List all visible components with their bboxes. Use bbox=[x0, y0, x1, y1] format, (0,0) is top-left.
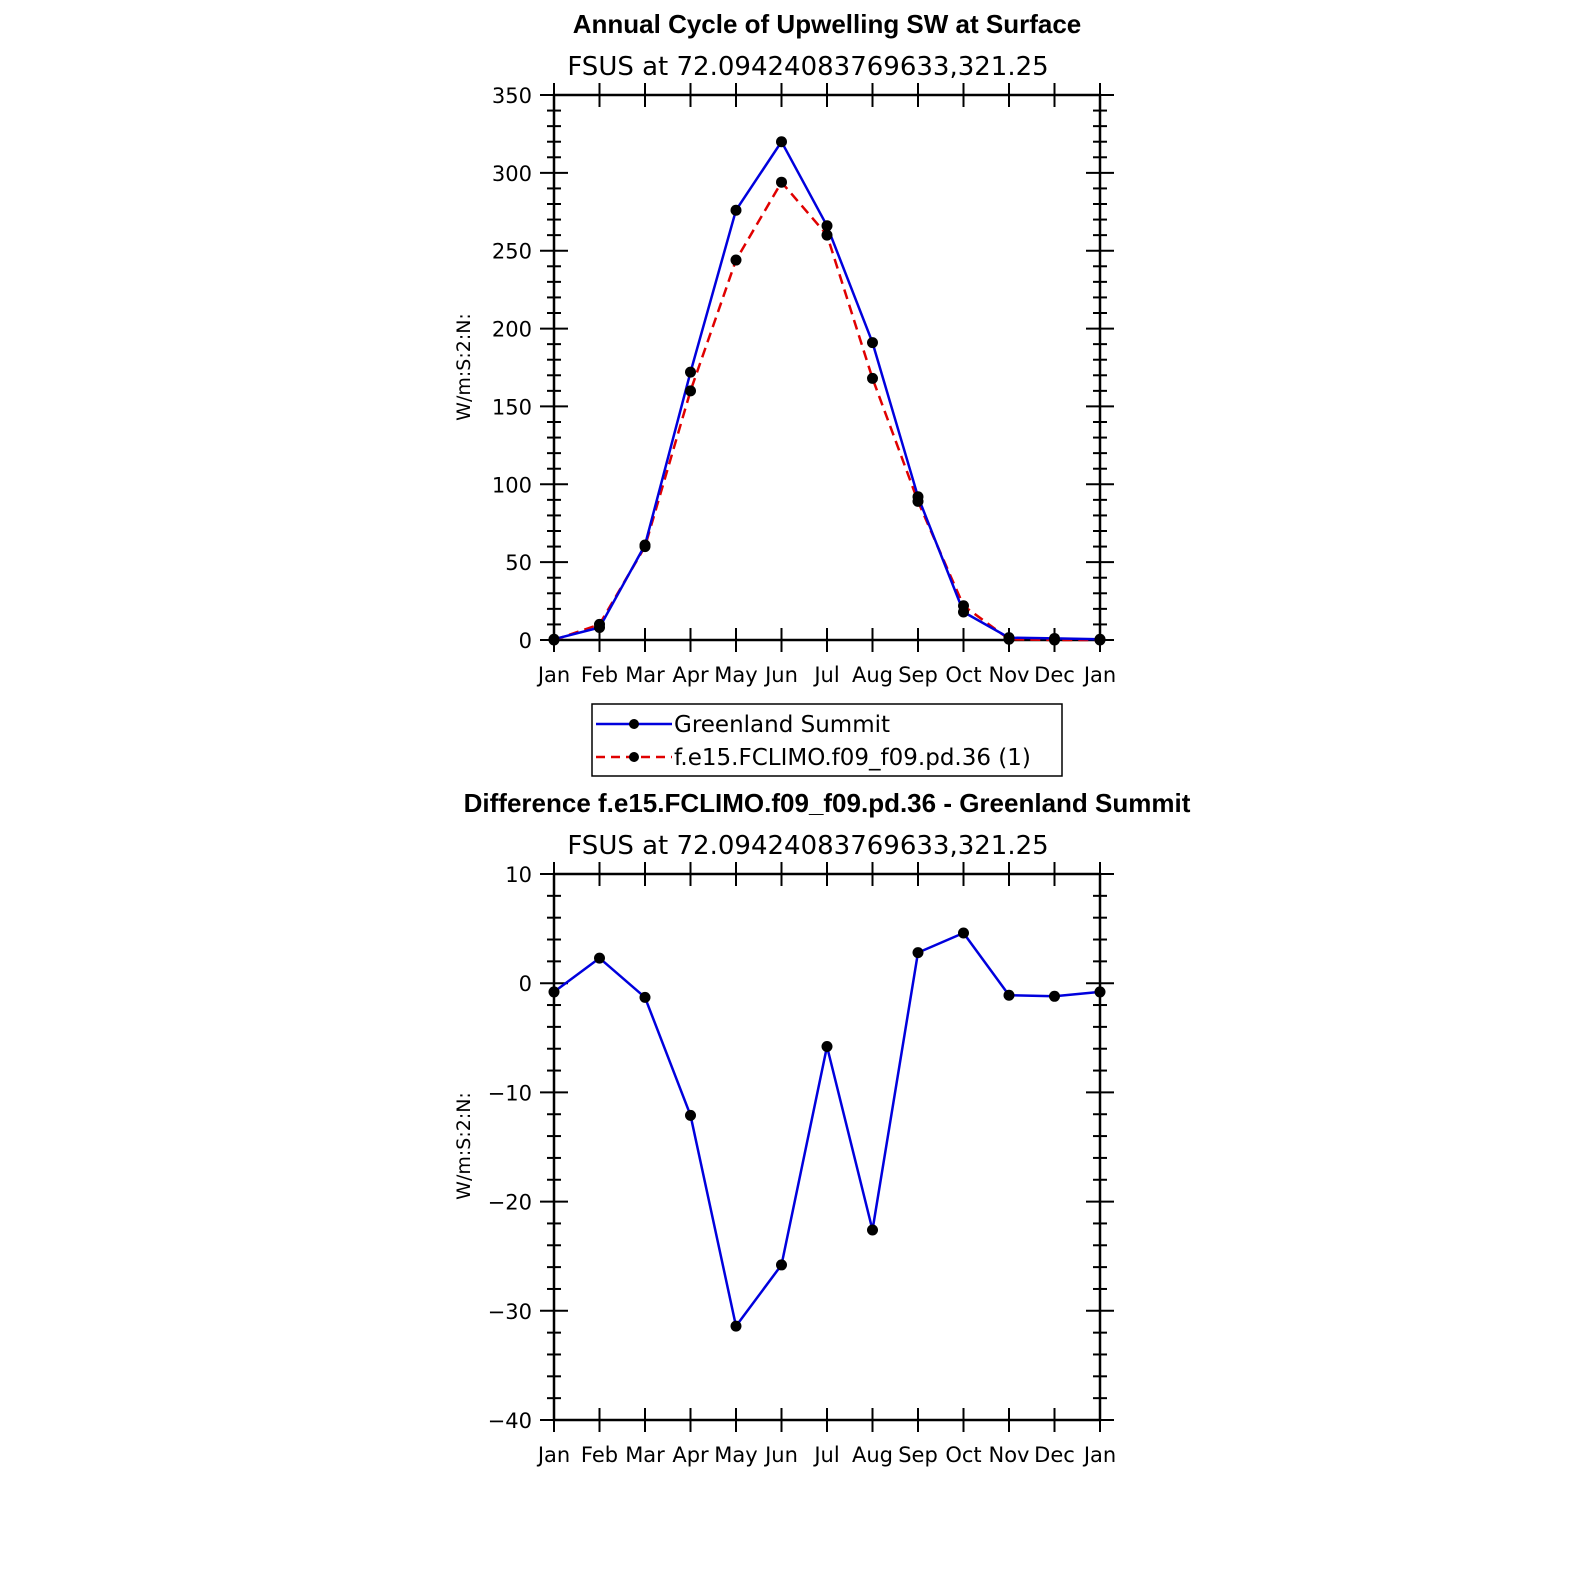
x-tick-label: Jun bbox=[763, 663, 798, 687]
y-tick-label: −40 bbox=[488, 1409, 532, 1433]
top-panel: Annual Cycle of Upwelling SW at Surface … bbox=[453, 9, 1116, 777]
top-chart-title: Annual Cycle of Upwelling SW at Surface bbox=[573, 9, 1082, 39]
series-0-point bbox=[685, 366, 696, 378]
x-tick-label: May bbox=[714, 663, 757, 687]
plot-frame bbox=[552, 872, 1102, 1422]
series-0-point bbox=[548, 633, 560, 645]
series-0-point bbox=[1094, 633, 1106, 645]
x-tick-label: Aug bbox=[852, 1443, 893, 1467]
series-0-point bbox=[1094, 986, 1106, 998]
y-tick-label: −30 bbox=[488, 1300, 532, 1324]
series-0-point bbox=[1049, 632, 1060, 644]
y-tick-label: 150 bbox=[492, 395, 532, 419]
x-tick-label: Apr bbox=[672, 663, 709, 687]
series-1-point bbox=[821, 229, 833, 241]
bottom-chart-subtitle: FSUS at 72.09424083769633,321.25 bbox=[567, 831, 1048, 861]
x-tick-label: Jun bbox=[763, 1443, 798, 1467]
y-tick-label: 0 bbox=[519, 972, 532, 996]
series-1-point bbox=[730, 254, 742, 266]
series-0-point bbox=[821, 220, 833, 232]
legend-label-model: f.e15.FCLIMO.f09_f09.pd.36 (1) bbox=[674, 745, 1031, 771]
series-0-point bbox=[730, 1320, 742, 1332]
series-0-point bbox=[867, 1224, 878, 1236]
series-1-point bbox=[867, 372, 878, 384]
bottom-panel: Difference f.e15.FCLIMO.f09_f09.pd.36 - … bbox=[453, 788, 1191, 1467]
top-legend: Greenland Summit f.e15.FCLIMO.f09_f09.pd… bbox=[591, 703, 1063, 777]
series-0-point bbox=[639, 991, 651, 1003]
y-tick-label: 350 bbox=[492, 84, 532, 108]
y-tick-label: 250 bbox=[492, 240, 532, 264]
x-tick-label: Sep bbox=[898, 1443, 938, 1467]
x-tick-label: Nov bbox=[989, 663, 1030, 687]
series-0-point bbox=[594, 952, 605, 964]
x-tick-label: Jul bbox=[812, 663, 839, 687]
x-tick-label: Apr bbox=[672, 1443, 709, 1467]
x-tick-label: Mar bbox=[625, 663, 665, 687]
x-tick-label: Sep bbox=[898, 663, 938, 687]
y-tick-label: −20 bbox=[488, 1191, 532, 1215]
series-1-point bbox=[776, 176, 787, 188]
y-tick-label: 0 bbox=[519, 629, 532, 653]
top-plot-area: 0 50 100 150 200 250 300 350 Jan Feb Mar Apr May Jun J… bbox=[492, 83, 1116, 687]
legend-box bbox=[591, 703, 1063, 777]
x-tick-label: Aug bbox=[852, 663, 893, 687]
x-tick-label: Oct bbox=[945, 663, 981, 687]
x-tick-label: Dec bbox=[1034, 663, 1075, 687]
series-0-point bbox=[867, 337, 878, 349]
series-0-point bbox=[730, 204, 742, 216]
bottom-chart-title: Difference f.e15.FCLIMO.f09_f09.pd.36 - … bbox=[464, 788, 1191, 818]
series-0-point bbox=[1049, 990, 1060, 1002]
x-tick-label: May bbox=[714, 1443, 757, 1467]
x-tick-label: Feb bbox=[581, 1443, 618, 1467]
series-line-1 bbox=[553, 180, 1100, 642]
series-0-point bbox=[1003, 989, 1015, 1001]
top-chart-subtitle: FSUS at 72.09424083769633,321.25 bbox=[567, 52, 1048, 82]
legend-marker-model bbox=[629, 752, 639, 762]
series-0-point bbox=[958, 927, 969, 939]
series-0-point bbox=[776, 1259, 787, 1271]
bottom-y-axis-title: W/m:S:2:N: bbox=[453, 1092, 475, 1200]
series-line-0 bbox=[553, 931, 1101, 1328]
series-0-point bbox=[912, 491, 924, 503]
series-0-point bbox=[548, 986, 560, 998]
x-tick-label: Dec bbox=[1034, 1443, 1075, 1467]
x-tick-label: Jan bbox=[536, 1443, 570, 1467]
x-tick-label: Jan bbox=[536, 663, 570, 687]
series-0-point bbox=[639, 539, 651, 551]
x-tick-label: Feb bbox=[581, 663, 618, 687]
y-tick-label: 200 bbox=[492, 318, 532, 342]
top-y-axis-title: W/m:S:2:N: bbox=[453, 313, 475, 421]
series-0-point bbox=[958, 606, 969, 618]
series-1-point bbox=[685, 385, 696, 397]
x-tick-label: Oct bbox=[945, 1443, 981, 1467]
x-tick-label: Jan bbox=[1082, 663, 1116, 687]
y-tick-label: 10 bbox=[505, 863, 532, 887]
series-0-point bbox=[1003, 632, 1015, 644]
y-tick-label: 100 bbox=[492, 473, 532, 497]
series-0-point bbox=[594, 622, 605, 634]
y-tick-label: 50 bbox=[505, 551, 532, 575]
x-tick-label: Jan bbox=[1082, 1443, 1116, 1467]
series-0-point bbox=[821, 1041, 833, 1053]
x-tick-label: Nov bbox=[989, 1443, 1030, 1467]
series-0-point bbox=[685, 1109, 696, 1121]
y-tick-label: −10 bbox=[488, 1081, 532, 1105]
series-0-point bbox=[776, 136, 787, 148]
bottom-plot-area: −40 −30 −20 −10 0 10 Jan Feb Mar Apr May Jun Jul Aug S… bbox=[488, 862, 1116, 1467]
x-tick-label: Jul bbox=[812, 1443, 839, 1467]
series-0-point bbox=[912, 947, 924, 959]
legend-label-greenland-summit: Greenland Summit bbox=[674, 712, 890, 738]
x-tick-label: Mar bbox=[625, 1443, 665, 1467]
y-tick-label: 300 bbox=[492, 162, 532, 186]
plot-frame bbox=[552, 93, 1102, 642]
legend-marker-greenland-summit bbox=[629, 719, 639, 729]
